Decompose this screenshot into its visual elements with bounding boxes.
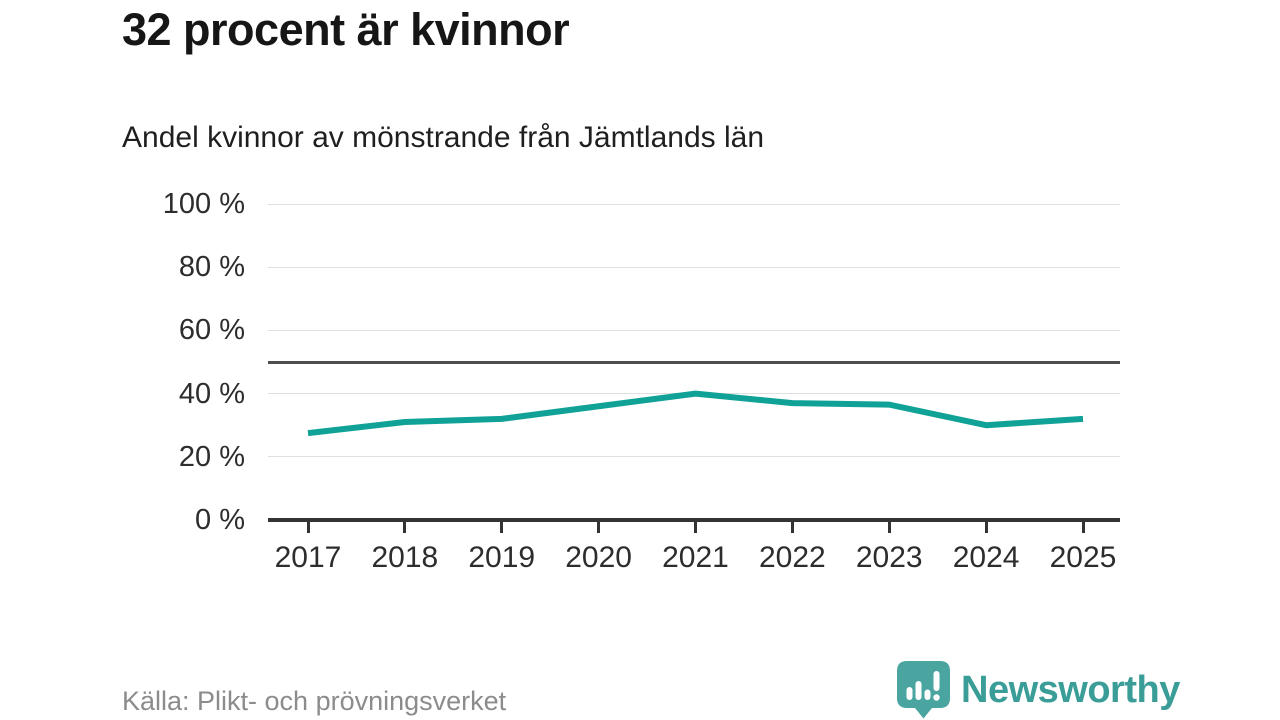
x-tick-mark xyxy=(500,521,504,533)
x-tick-mark xyxy=(887,521,891,533)
x-tick-label: 2018 xyxy=(371,541,439,574)
y-tick-label: 100 % xyxy=(162,188,245,220)
x-tick-mark xyxy=(694,521,697,533)
x-tick-mark xyxy=(597,521,601,533)
x-tick-label: 2024 xyxy=(952,541,1020,574)
x-tick-label: 2023 xyxy=(855,541,923,574)
x-tick-label: 2021 xyxy=(662,541,729,574)
logo-bar-2 xyxy=(915,681,922,700)
logo-exclamation-line xyxy=(933,671,940,691)
gridline xyxy=(268,456,1120,458)
y-tick-label: 40 % xyxy=(178,377,245,410)
reference-line-50 xyxy=(268,360,1120,364)
x-tick-label: 2017 xyxy=(274,541,342,574)
y-tick-label: 60 % xyxy=(178,314,245,347)
gridline xyxy=(268,329,1120,331)
data-line xyxy=(307,390,1084,437)
gridline xyxy=(268,203,1120,205)
gridline xyxy=(268,266,1120,268)
x-tick-mark xyxy=(984,521,988,533)
x-tick-mark xyxy=(403,521,407,533)
x-tick-label: 2020 xyxy=(565,541,632,574)
line-series-svg xyxy=(307,390,1084,437)
source-note: Källa: Plikt- och prövningsverket xyxy=(122,686,507,716)
logo-bar-3 xyxy=(924,689,931,700)
y-tick-label: 80 % xyxy=(178,251,245,284)
x-tick-label: 2025 xyxy=(1049,541,1117,574)
chart-title: 32 procent är kvinnor xyxy=(122,4,570,55)
logo-exclamation-dot xyxy=(933,694,940,701)
y-tick-label: 20 % xyxy=(178,440,245,473)
x-axis-line xyxy=(268,518,1120,522)
brand-name: Newsworthy xyxy=(961,668,1180,711)
chart-subtitle: Andel kvinnor av mönstrande från Jämtlan… xyxy=(122,121,765,154)
logo-bar-1 xyxy=(906,687,913,700)
x-tick-mark xyxy=(790,521,794,533)
x-tick-mark xyxy=(306,521,310,533)
x-tick-label: 2019 xyxy=(468,541,536,574)
plot-area xyxy=(268,203,1120,522)
newsworthy-logo-icon xyxy=(897,661,950,719)
x-tick-mark xyxy=(1081,521,1085,533)
newsworthy-logo: Newsworthy xyxy=(897,661,1180,719)
x-tick-label: 2022 xyxy=(759,541,826,574)
y-tick-label: 0 % xyxy=(195,504,245,536)
